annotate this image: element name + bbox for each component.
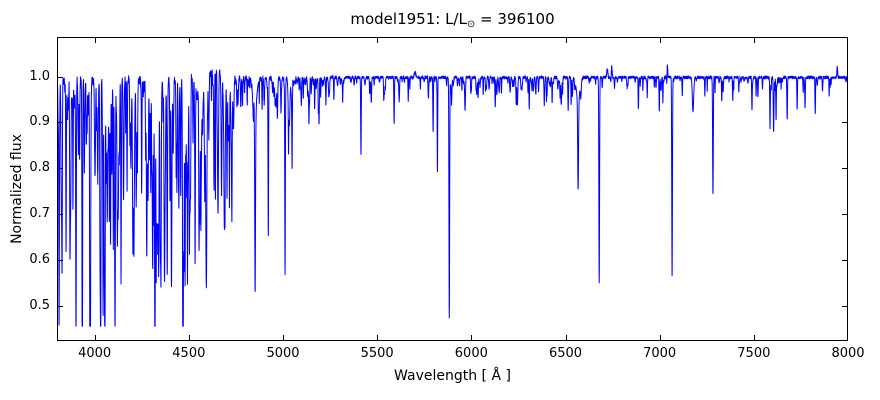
sun-symbol-subscript: ⊙ bbox=[466, 19, 476, 30]
x-tick-label: 5000 bbox=[266, 346, 300, 361]
x-tick-label: 8000 bbox=[831, 346, 865, 361]
x-tick-label: 7000 bbox=[643, 346, 677, 361]
chart-title-suffix: = 396100 bbox=[475, 10, 555, 28]
x-tick-label: 6000 bbox=[454, 346, 488, 361]
x-tick-label: 7500 bbox=[737, 346, 771, 361]
y-tick-label: 0.6 bbox=[29, 251, 50, 267]
axes-frame bbox=[57, 37, 848, 341]
y-tick-label: 0.9 bbox=[29, 114, 50, 130]
x-axis-label: Wavelength [ Å ] bbox=[394, 368, 511, 384]
x-tick-label: 6500 bbox=[548, 346, 583, 361]
chart-title-prefix: model1951: L/L bbox=[350, 10, 467, 28]
x-tick-label: 4500 bbox=[172, 346, 206, 361]
chart-title: model1951: L/L⊙ = 396100 bbox=[57, 10, 848, 30]
x-tick-label: 4000 bbox=[78, 346, 112, 361]
y-tick-label: 0.7 bbox=[29, 205, 50, 221]
spectrum-line bbox=[58, 64, 847, 327]
plot-area bbox=[57, 37, 848, 341]
y-tick-label: 1.0 bbox=[29, 68, 50, 84]
y-tick-label: 0.8 bbox=[29, 160, 50, 176]
y-tick-label: 0.5 bbox=[29, 297, 50, 313]
x-tick-label: 5500 bbox=[360, 346, 394, 361]
